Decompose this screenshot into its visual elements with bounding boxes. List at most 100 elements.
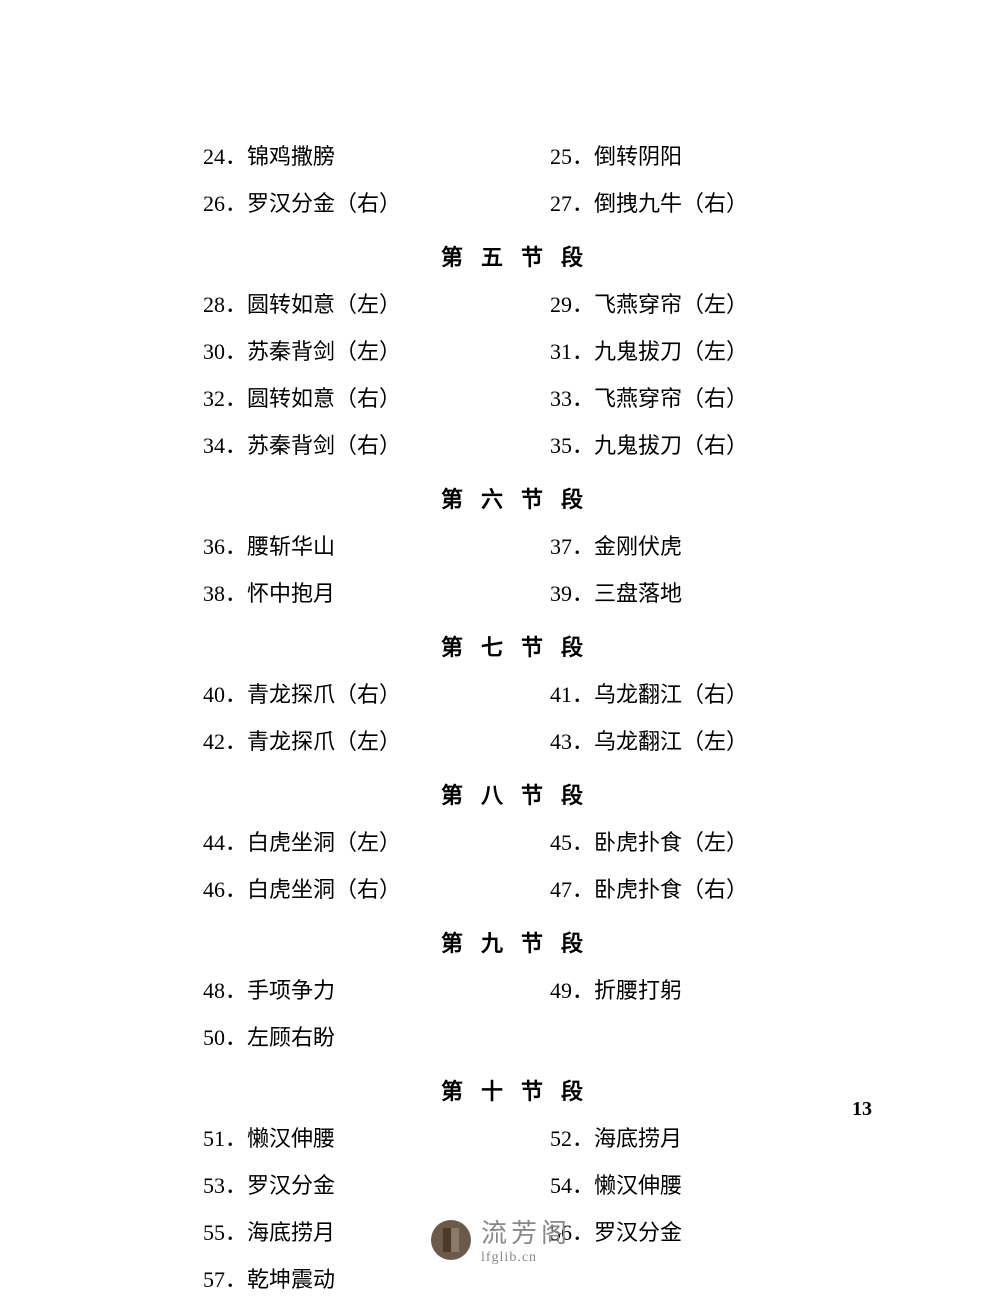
item-text: 折腰打躬	[594, 978, 682, 1003]
item-number: 31．	[550, 335, 594, 368]
list-row: 51．懒汉伸腰 52．海底捞月	[195, 1122, 847, 1155]
list-item: 50．左顾右盼	[195, 1021, 500, 1054]
item-number: 49．	[550, 974, 594, 1007]
list-row: 57．乾坤震动	[195, 1263, 847, 1296]
item-number: 53．	[203, 1169, 247, 1202]
list-item: 54．懒汉伸腰	[500, 1169, 847, 1202]
section-header: 第九节段	[195, 926, 847, 958]
item-text: 腰斩华山	[247, 534, 335, 559]
list-row: 44．白虎坐洞（左） 45．卧虎扑食（左）	[195, 826, 847, 859]
list-row: 50．左顾右盼	[195, 1021, 847, 1054]
section-header: 第八节段	[195, 778, 847, 810]
item-number: 30．	[203, 335, 247, 368]
list-item: 36．腰斩华山	[195, 530, 500, 563]
list-item: 41．乌龙翻江（右）	[500, 678, 847, 711]
list-item: 27．倒拽九牛（右）	[500, 187, 847, 220]
item-text: 卧虎扑食（左）	[594, 830, 748, 855]
item-number: 43．	[550, 725, 594, 758]
section-header: 第六节段	[195, 482, 847, 514]
item-number: 33．	[550, 382, 594, 415]
watermark-url: lfglib.cn	[481, 1250, 571, 1266]
item-text: 罗汉分金	[594, 1220, 682, 1245]
list-item: 25．倒转阴阳	[500, 140, 847, 173]
list-item	[500, 1021, 847, 1054]
item-text: 飞燕穿帘（左）	[594, 292, 748, 317]
list-item: 34．苏秦背剑（右）	[195, 429, 500, 462]
watermark-title: 流芳阁	[481, 1213, 571, 1250]
list-row: 42．青龙探爪（左） 43．乌龙翻江（左）	[195, 725, 847, 758]
item-text: 乌龙翻江（右）	[594, 682, 748, 707]
list-item: 26．罗汉分金（右）	[195, 187, 500, 220]
item-text: 怀中抱月	[247, 581, 335, 606]
item-text: 飞燕穿帘（右）	[594, 386, 748, 411]
item-number: 52．	[550, 1122, 594, 1155]
list-item: 31．九鬼拔刀（左）	[500, 335, 847, 368]
item-number: 25．	[550, 140, 594, 173]
item-text: 乌龙翻江（左）	[594, 729, 748, 754]
item-number: 44．	[203, 826, 247, 859]
item-text: 白虎坐洞（左）	[247, 830, 401, 855]
list-row: 53．罗汉分金 54．懒汉伸腰	[195, 1169, 847, 1202]
item-text: 圆转如意（左）	[247, 292, 401, 317]
section-header: 第五节段	[195, 240, 847, 272]
item-number: 29．	[550, 288, 594, 321]
list-item: 52．海底捞月	[500, 1122, 847, 1155]
item-text: 左顾右盼	[247, 1025, 335, 1050]
list-row: 40．青龙探爪（右） 41．乌龙翻江（右）	[195, 678, 847, 711]
item-number: 38．	[203, 577, 247, 610]
list-item: 48．手项争力	[195, 974, 500, 1007]
book-icon	[431, 1220, 471, 1260]
list-item: 38．怀中抱月	[195, 577, 500, 610]
item-text: 青龙探爪（左）	[247, 729, 401, 754]
item-number: 54．	[550, 1169, 594, 1202]
item-text: 罗汉分金	[247, 1173, 335, 1198]
list-item: 45．卧虎扑食（左）	[500, 826, 847, 859]
item-text: 倒转阴阳	[594, 144, 682, 169]
list-item: 44．白虎坐洞（左）	[195, 826, 500, 859]
watermark-text: 流芳阁 lfglib.cn	[481, 1213, 571, 1266]
list-row: 26．罗汉分金（右） 27．倒拽九牛（右）	[195, 187, 847, 220]
list-item: 42．青龙探爪（左）	[195, 725, 500, 758]
list-item: 46．白虎坐洞（右）	[195, 873, 500, 906]
list-item: 28．圆转如意（左）	[195, 288, 500, 321]
list-row: 46．白虎坐洞（右） 47．卧虎扑食（右）	[195, 873, 847, 906]
item-number: 57．	[203, 1263, 247, 1296]
list-row: 48．手项争力 49．折腰打躬	[195, 974, 847, 1007]
item-text: 手项争力	[247, 978, 335, 1003]
list-item: 37．金刚伏虎	[500, 530, 847, 563]
item-text: 卧虎扑食（右）	[594, 877, 748, 902]
list-row: 32．圆转如意（右） 33．飞燕穿帘（右）	[195, 382, 847, 415]
list-item: 53．罗汉分金	[195, 1169, 500, 1202]
section-header: 第七节段	[195, 630, 847, 662]
item-text: 圆转如意（右）	[247, 386, 401, 411]
item-number: 24．	[203, 140, 247, 173]
list-item: 29．飞燕穿帘（左）	[500, 288, 847, 321]
list-item: 35．九鬼拔刀（右）	[500, 429, 847, 462]
watermark: 流芳阁 lfglib.cn	[431, 1213, 571, 1266]
item-number: 32．	[203, 382, 247, 415]
list-row: 34．苏秦背剑（右） 35．九鬼拔刀（右）	[195, 429, 847, 462]
list-row: 24．锦鸡撒膀 25．倒转阴阳	[195, 140, 847, 173]
item-number: 45．	[550, 826, 594, 859]
list-item	[500, 1263, 847, 1296]
list-row: 36．腰斩华山 37．金刚伏虎	[195, 530, 847, 563]
item-text: 三盘落地	[594, 581, 682, 606]
item-number: 51．	[203, 1122, 247, 1155]
list-row: 30．苏秦背剑（左） 31．九鬼拔刀（左）	[195, 335, 847, 368]
item-text: 九鬼拔刀（右）	[594, 433, 748, 458]
item-number: 36．	[203, 530, 247, 563]
list-item: 43．乌龙翻江（左）	[500, 725, 847, 758]
item-text: 金刚伏虎	[594, 534, 682, 559]
item-text: 锦鸡撒膀	[247, 144, 335, 169]
item-text: 懒汉伸腰	[247, 1126, 335, 1151]
item-number: 27．	[550, 187, 594, 220]
item-number: 50．	[203, 1021, 247, 1054]
section-header: 第十节段	[195, 1074, 847, 1106]
list-item: 33．飞燕穿帘（右）	[500, 382, 847, 415]
item-number: 28．	[203, 288, 247, 321]
item-text: 青龙探爪（右）	[247, 682, 401, 707]
item-number: 40．	[203, 678, 247, 711]
list-item: 39．三盘落地	[500, 577, 847, 610]
item-number: 48．	[203, 974, 247, 1007]
item-text: 海底捞月	[247, 1220, 335, 1245]
